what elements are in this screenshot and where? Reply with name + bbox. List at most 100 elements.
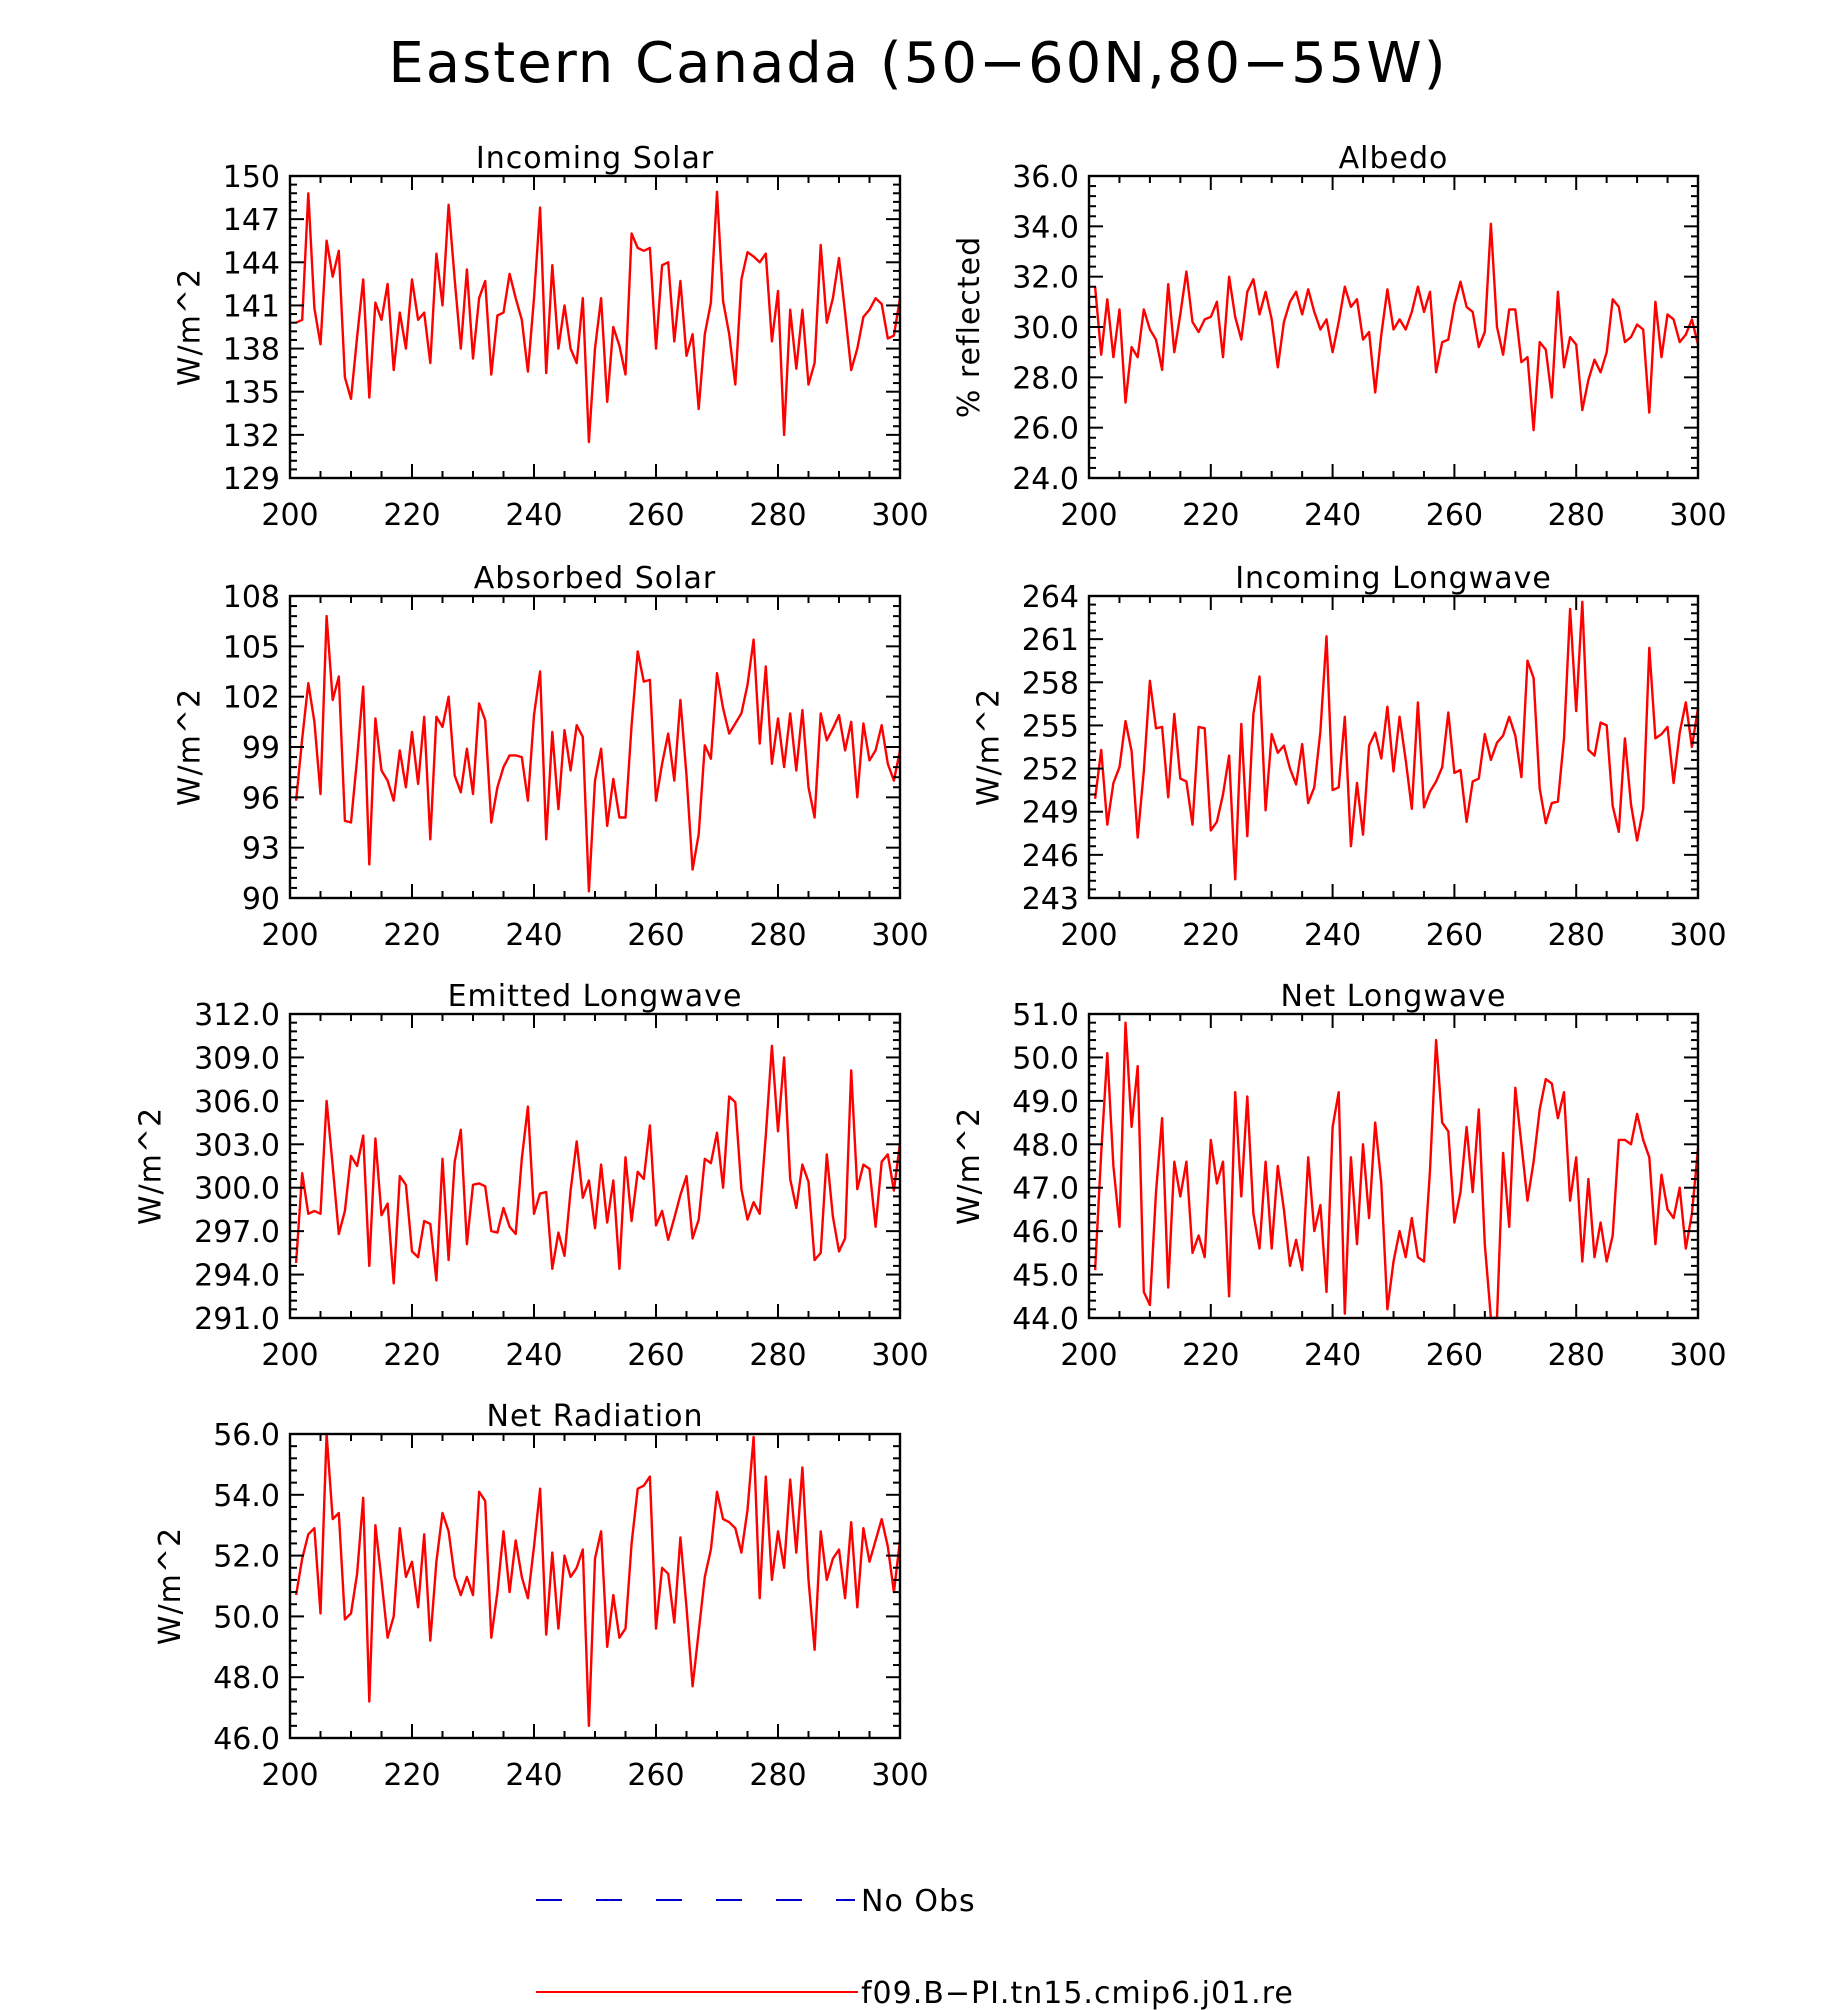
y-tick-label: 36.0 bbox=[1012, 160, 1079, 195]
series-line bbox=[294, 1044, 902, 1285]
y-tick-label: 246 bbox=[1022, 839, 1079, 874]
x-tick-label: 240 bbox=[505, 1758, 562, 1793]
y-tick-label: 48.0 bbox=[1012, 1128, 1079, 1163]
x-tick-label: 220 bbox=[383, 1758, 440, 1793]
x-tick-label: 300 bbox=[871, 498, 928, 533]
y-tick-label: 132 bbox=[223, 419, 280, 454]
plot-frame bbox=[288, 174, 902, 480]
series-line bbox=[294, 1432, 902, 1728]
x-tick-label: 200 bbox=[261, 498, 318, 533]
x-tick-label: 280 bbox=[749, 498, 806, 533]
y-tick-label: 99 bbox=[242, 731, 280, 766]
y-tick-label: 108 bbox=[223, 580, 280, 615]
x-tick-label: 220 bbox=[1182, 498, 1239, 533]
x-tick-label: 260 bbox=[1426, 498, 1483, 533]
x-tick-label: 240 bbox=[505, 498, 562, 533]
y-axis-label: % reflected bbox=[952, 236, 987, 418]
panel-title: Albedo bbox=[1339, 141, 1449, 176]
x-tick-label: 280 bbox=[749, 918, 806, 953]
y-tick-label: 306.0 bbox=[194, 1085, 280, 1120]
chart-incoming-longwave: 200 220 240 260 280 300 243 246 249 252 255 258 261 2… bbox=[972, 561, 1727, 953]
x-tick-label: 280 bbox=[1548, 918, 1605, 953]
chart-net-radiation: 200 220 240 260 280 300 46.0 48.0 50.0 52.0 54.0 56… bbox=[153, 1399, 929, 1793]
y-tick-label: 45.0 bbox=[1012, 1259, 1079, 1294]
figure-title: Eastern Canada (50−60N,80−55W) bbox=[388, 31, 1447, 96]
plot-frame bbox=[1087, 1012, 1700, 1320]
plot-frame bbox=[1087, 594, 1700, 900]
chart-albedo: 200 220 240 260 280 300 24.0 26.0 28.0 30.0 32.0 34… bbox=[952, 141, 1727, 533]
plot-frame bbox=[288, 594, 902, 900]
x-tick-label: 220 bbox=[383, 918, 440, 953]
x-tick-label: 260 bbox=[627, 918, 684, 953]
panel-title: Incoming Solar bbox=[476, 141, 714, 176]
x-tick-label: 260 bbox=[1426, 918, 1483, 953]
plot-frame bbox=[288, 1012, 902, 1320]
series-line bbox=[1093, 222, 1700, 432]
x-tick-label: 300 bbox=[1669, 498, 1726, 533]
legend-label-model: f09.B−PI.tn15.cmip6.j01.re bbox=[861, 1976, 1294, 2010]
y-tick-label: 261 bbox=[1022, 623, 1079, 658]
panel-title: Absorbed Solar bbox=[474, 561, 716, 596]
x-tick-label: 240 bbox=[1304, 1338, 1361, 1373]
y-axis-label: W/m^2 bbox=[153, 1527, 188, 1645]
panel-title: Net Longwave bbox=[1281, 979, 1507, 1014]
x-tick-label: 220 bbox=[383, 498, 440, 533]
y-tick-label: 96 bbox=[242, 781, 280, 816]
x-tick-label: 200 bbox=[261, 1758, 318, 1793]
y-axis-label: W/m^2 bbox=[173, 688, 208, 806]
x-tick-label: 240 bbox=[505, 1338, 562, 1373]
y-tick-label: 90 bbox=[242, 882, 280, 917]
y-tick-label: 297.0 bbox=[194, 1215, 280, 1250]
x-tick-label: 200 bbox=[261, 1338, 318, 1373]
x-tick-label: 300 bbox=[871, 918, 928, 953]
y-tick-label: 51.0 bbox=[1012, 998, 1079, 1033]
panel-title: Net Radiation bbox=[487, 1399, 704, 1434]
series-line bbox=[1093, 1021, 1700, 1320]
y-tick-label: 303.0 bbox=[194, 1128, 280, 1163]
y-tick-label: 105 bbox=[223, 630, 280, 665]
y-tick-label: 56.0 bbox=[213, 1418, 280, 1453]
y-tick-label: 150 bbox=[223, 160, 280, 195]
chart-emitted-longwave: 200 220 240 260 280 300 291.0 294.0 297.0 300.0 30… bbox=[134, 979, 929, 1373]
y-tick-label: 26.0 bbox=[1012, 412, 1079, 447]
y-axis-label: W/m^2 bbox=[952, 1107, 987, 1225]
x-tick-label: 280 bbox=[749, 1338, 806, 1373]
y-tick-label: 264 bbox=[1022, 580, 1079, 615]
x-tick-label: 260 bbox=[627, 1338, 684, 1373]
y-tick-label: 243 bbox=[1022, 882, 1079, 917]
y-tick-label: 50.0 bbox=[213, 1600, 280, 1635]
x-tick-label: 200 bbox=[261, 918, 318, 953]
x-tick-label: 260 bbox=[627, 1758, 684, 1793]
y-axis-label: W/m^2 bbox=[972, 688, 1007, 806]
x-tick-label: 300 bbox=[1669, 918, 1726, 953]
y-tick-label: 44.0 bbox=[1012, 1302, 1079, 1337]
y-tick-label: 144 bbox=[223, 246, 280, 281]
y-tick-label: 32.0 bbox=[1012, 261, 1079, 296]
x-tick-label: 280 bbox=[1548, 1338, 1605, 1373]
x-tick-label: 260 bbox=[1426, 1338, 1483, 1373]
x-tick-label: 200 bbox=[1060, 1338, 1117, 1373]
y-tick-label: 102 bbox=[223, 681, 280, 716]
x-tick-label: 200 bbox=[1060, 918, 1117, 953]
y-tick-label: 52.0 bbox=[213, 1540, 280, 1575]
y-tick-label: 46.0 bbox=[1012, 1215, 1079, 1250]
y-tick-label: 258 bbox=[1022, 666, 1079, 701]
chart-net-longwave: 200 220 240 260 280 300 44.0 45.0 46.0 47.0 48.0 49… bbox=[952, 979, 1727, 1373]
x-tick-label: 280 bbox=[749, 1758, 806, 1793]
legend-label-no-obs: No Obs bbox=[861, 1884, 976, 1919]
y-tick-label: 135 bbox=[223, 376, 280, 411]
x-tick-label: 300 bbox=[1669, 1338, 1726, 1373]
x-tick-label: 220 bbox=[1182, 918, 1239, 953]
y-tick-label: 30.0 bbox=[1012, 311, 1079, 346]
series-line bbox=[295, 190, 902, 444]
y-tick-label: 47.0 bbox=[1012, 1172, 1079, 1207]
y-tick-label: 34.0 bbox=[1012, 210, 1079, 245]
x-tick-label: 220 bbox=[1182, 1338, 1239, 1373]
y-tick-label: 48.0 bbox=[213, 1661, 280, 1696]
y-tick-label: 141 bbox=[223, 289, 280, 324]
y-tick-label: 49.0 bbox=[1012, 1085, 1079, 1120]
y-tick-label: 54.0 bbox=[213, 1479, 280, 1514]
chart-incoming-solar: 200 220 240 260 280 300 129 132 135 138 141 144 147 1… bbox=[173, 141, 929, 533]
chart-absorbed-solar: 200 220 240 260 280 300 90 93 96 99 102 105 108 Absor… bbox=[173, 561, 929, 953]
